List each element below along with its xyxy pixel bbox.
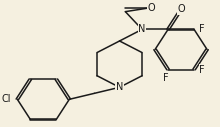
Text: N: N — [116, 82, 123, 92]
Text: F: F — [200, 65, 205, 75]
Text: O: O — [177, 4, 185, 14]
Text: F: F — [163, 73, 169, 83]
Text: Cl: Cl — [1, 94, 11, 104]
Text: N: N — [138, 24, 146, 34]
Text: F: F — [200, 24, 205, 34]
Text: O: O — [147, 3, 155, 13]
